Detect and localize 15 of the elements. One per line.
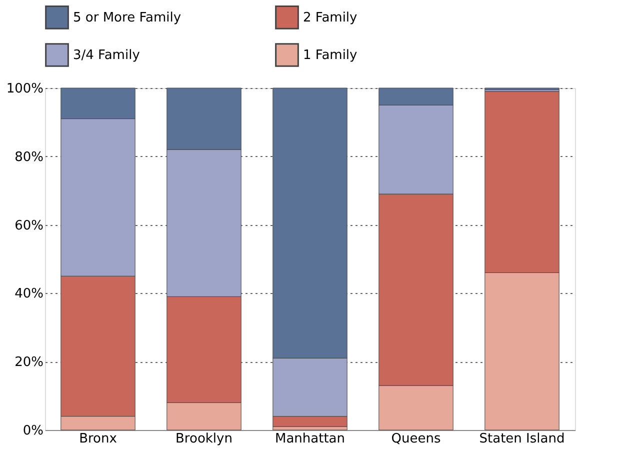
legend-label: 2 Family [303, 10, 358, 26]
y-tick-label: 20% [14, 355, 44, 370]
legend-label: 5 or More Family [73, 10, 182, 26]
y-tick-label: 80% [14, 150, 44, 165]
y-tick-label: 0% [22, 424, 44, 438]
y-tick-label: 60% [14, 218, 44, 234]
y-tick-label: 40% [14, 286, 44, 302]
legend-label: 3/4 Family [73, 48, 140, 63]
x-tick-label: Brooklyn [176, 432, 232, 446]
x-tick-label: Bronx [79, 432, 118, 446]
x-tick-label: Staten Island [479, 432, 565, 446]
legend-label: 1 Family [303, 48, 358, 63]
x-tick-label: Manhattan [274, 432, 346, 446]
x-tick-label: Queens [391, 432, 441, 446]
y-tick-label: 100% [6, 82, 44, 96]
